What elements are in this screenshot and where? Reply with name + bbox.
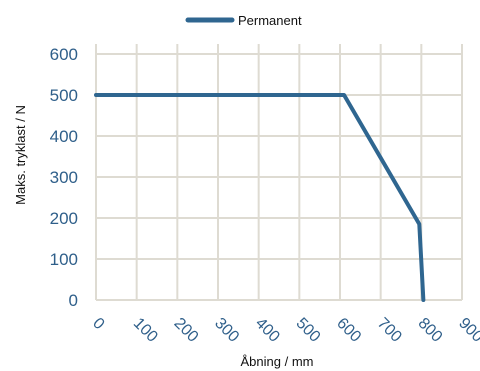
- x-tick-label: 0: [89, 315, 107, 333]
- legend: Permanent: [185, 13, 302, 28]
- y-tick-label: 500: [50, 86, 78, 105]
- y-tick-label: 0: [69, 291, 78, 310]
- y-axis-label: Maks. tryklast / N: [13, 105, 28, 205]
- series-line-0: [94, 93, 426, 302]
- y-tick-label: 400: [50, 127, 78, 146]
- x-tick-label: 500: [293, 315, 324, 346]
- y-tick-label: 600: [50, 45, 78, 64]
- y-tick-label: 100: [50, 250, 78, 269]
- x-tick-label: 600: [333, 315, 364, 346]
- y-axis-ticks: 0 100 200 300 400 500 600: [50, 45, 78, 310]
- grid: [95, 44, 463, 301]
- x-tick-label: 400: [252, 315, 283, 346]
- y-tick-label: 300: [50, 168, 78, 187]
- x-tick-label: 900: [455, 315, 480, 346]
- legend-label: Permanent: [238, 13, 302, 28]
- x-tick-label: 100: [130, 315, 161, 346]
- x-tick-label: 200: [171, 315, 202, 346]
- x-tick-label: 300: [211, 315, 242, 346]
- series-layer: [94, 93, 426, 302]
- x-tick-label: 800: [415, 315, 446, 346]
- y-tick-label: 200: [50, 209, 78, 228]
- x-axis-ticks: 0 100 200 300 400 500 600 700 800 900: [89, 315, 480, 346]
- x-tick-label: 700: [374, 315, 405, 346]
- x-axis-label: Åbning / mm: [241, 354, 314, 369]
